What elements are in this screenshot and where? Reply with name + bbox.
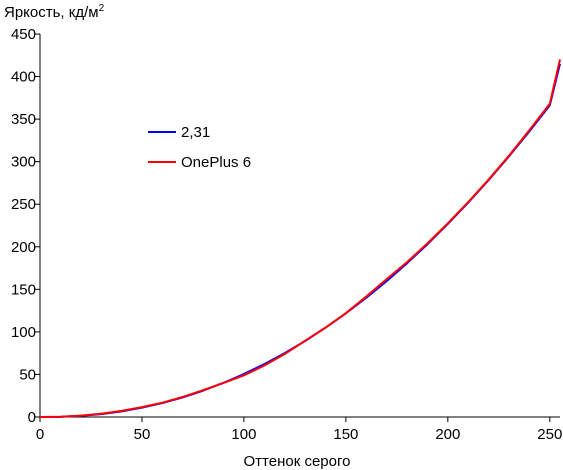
series-lines xyxy=(39,59,561,418)
x-tick-label: 0 xyxy=(36,426,44,443)
y-tick-label: 450 xyxy=(11,26,36,43)
y-tick-label: 250 xyxy=(11,196,36,213)
x-axis-title: Оттенок серого xyxy=(244,453,351,470)
x-tick-label: 50 xyxy=(134,426,151,443)
legend: 2,31 OnePlus 6 xyxy=(148,124,251,171)
x-tick-label: 100 xyxy=(231,426,256,443)
y-tick-label: 300 xyxy=(11,154,36,171)
y-axis-title-text: Яркость, кд/м xyxy=(4,4,99,21)
x-axis-ticks: 0 50 100 150 200 250 xyxy=(36,417,562,443)
y-tick-label: 100 xyxy=(11,324,36,341)
y-tick-label: 350 xyxy=(11,111,36,128)
series-line-1 xyxy=(39,59,561,418)
y-tick-label: 150 xyxy=(11,281,36,298)
axes xyxy=(39,34,560,418)
x-tick-label: 200 xyxy=(435,426,460,443)
y-axis-ticks: 0 50 100 150 200 250 300 350 400 450 xyxy=(11,26,40,426)
y-tick-label: 0 xyxy=(28,409,36,426)
y-tick-label: 200 xyxy=(11,239,36,256)
y-axis-title-superscript: 2 xyxy=(99,3,105,14)
legend-label-1: OnePlus 6 xyxy=(181,154,251,171)
y-tick-label: 50 xyxy=(19,366,36,383)
x-tick-label: 150 xyxy=(333,426,358,443)
y-axis-title: Яркость, кд/м2 xyxy=(4,3,105,21)
x-tick-label: 250 xyxy=(537,426,562,443)
series-line-0 xyxy=(39,63,561,418)
legend-label-0: 2,31 xyxy=(181,124,210,141)
y-tick-label: 400 xyxy=(11,69,36,86)
